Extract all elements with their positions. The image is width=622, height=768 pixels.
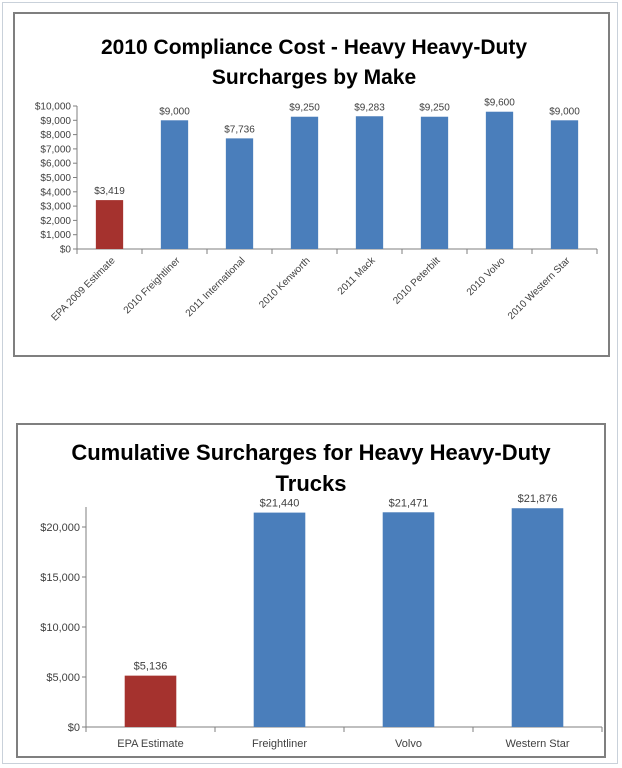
- chart2-bar: [253, 512, 306, 727]
- chart2-data-label: $5,136: [134, 661, 168, 673]
- chart1-category-label: 2010 Volvo: [465, 255, 508, 298]
- chart2-data-label: $21,440: [260, 498, 300, 510]
- chart1-y-tick-label: $2,000: [40, 216, 71, 227]
- compliance-cost-chart-panel: 2010 Compliance Cost - Heavy Heavy-Duty …: [13, 12, 610, 357]
- chart1-bar: [420, 116, 449, 249]
- chart1-title-line-2: Surcharges by Make: [212, 66, 416, 89]
- chart1-category-label: EPA 2009 Estimate: [49, 255, 117, 323]
- chart1-bar: [355, 116, 384, 249]
- chart1-y-tick-label: $5,000: [40, 173, 71, 184]
- chart1-data-label: $3,419: [94, 186, 125, 197]
- chart1-y-tick-label: $10,000: [35, 102, 72, 113]
- chart2-y-tick-label: $5,000: [46, 672, 80, 684]
- chart1-y-tick-label: $0: [60, 245, 72, 256]
- chart2-category-label: Volvo: [395, 738, 422, 750]
- chart2-category-label: Freightliner: [252, 738, 307, 750]
- chart2-data-label: $21,876: [518, 493, 558, 505]
- chart1-data-label: $9,250: [289, 103, 320, 114]
- chart2-bar: [382, 512, 435, 727]
- chart1-data-label: $9,283: [354, 102, 385, 113]
- chart1-data-label: $9,600: [484, 98, 515, 109]
- chart1-y-tick-label: $9,000: [40, 116, 71, 127]
- chart1-bar: [485, 111, 514, 249]
- chart2-title-line-1: Cumulative Surcharges for Heavy Heavy-Du…: [71, 440, 551, 465]
- chart1-category-label: 2011 International: [184, 255, 248, 319]
- chart1-category-label: 2010 Freightliner: [122, 255, 183, 316]
- chart1-category-label: 2011 Mack: [336, 255, 379, 298]
- chart1-bar: [550, 120, 579, 249]
- chart2-category-label: Western Star: [506, 738, 570, 750]
- chart1-category-label: 2010 Kenworth: [257, 255, 312, 310]
- chart1-title-line-1: 2010 Compliance Cost - Heavy Heavy-Duty: [101, 36, 527, 59]
- chart1-y-tick-label: $8,000: [40, 130, 71, 141]
- chart2-y-tick-label: $10,000: [40, 622, 80, 634]
- chart1-y-tick-label: $4,000: [40, 187, 71, 198]
- cumulative-surcharges-chart-panel: Cumulative Surcharges for Heavy Heavy-Du…: [16, 423, 606, 758]
- chart1-data-label: $9,250: [419, 103, 450, 114]
- chart1-category-label: 2010 Western Star: [506, 255, 573, 322]
- chart1-data-label: $9,000: [159, 106, 190, 117]
- chart1-y-tick-label: $1,000: [40, 230, 71, 241]
- chart2-y-tick-label: $0: [68, 722, 80, 734]
- chart2-y-tick-label: $15,000: [40, 572, 80, 584]
- chart1-bar: [160, 120, 189, 249]
- chart1-data-label: $7,736: [224, 124, 255, 135]
- chart1-data-label: $9,000: [549, 106, 580, 117]
- chart1-y-tick-label: $7,000: [40, 144, 71, 155]
- chart2-category-label: EPA Estimate: [117, 738, 183, 750]
- chart1-category-label: 2010 Peterbilt: [391, 255, 443, 307]
- chart2-title-line-2: Trucks: [276, 471, 347, 496]
- chart2-y-tick-label: $20,000: [40, 522, 80, 534]
- chart1-y-tick-label: $6,000: [40, 159, 71, 170]
- chart2-bar: [124, 675, 177, 727]
- chart1-y-tick-label: $3,000: [40, 202, 71, 213]
- cumulative-surcharges-chart: Cumulative Surcharges for Heavy Heavy-Du…: [40, 440, 603, 750]
- chart2-bar: [511, 508, 564, 727]
- chart1-bar: [95, 200, 124, 249]
- compliance-cost-chart: 2010 Compliance Cost - Heavy Heavy-Duty …: [35, 36, 598, 324]
- chart2-data-label: $21,471: [389, 497, 429, 509]
- chart1-bar: [225, 138, 254, 249]
- chart1-bar: [290, 116, 319, 249]
